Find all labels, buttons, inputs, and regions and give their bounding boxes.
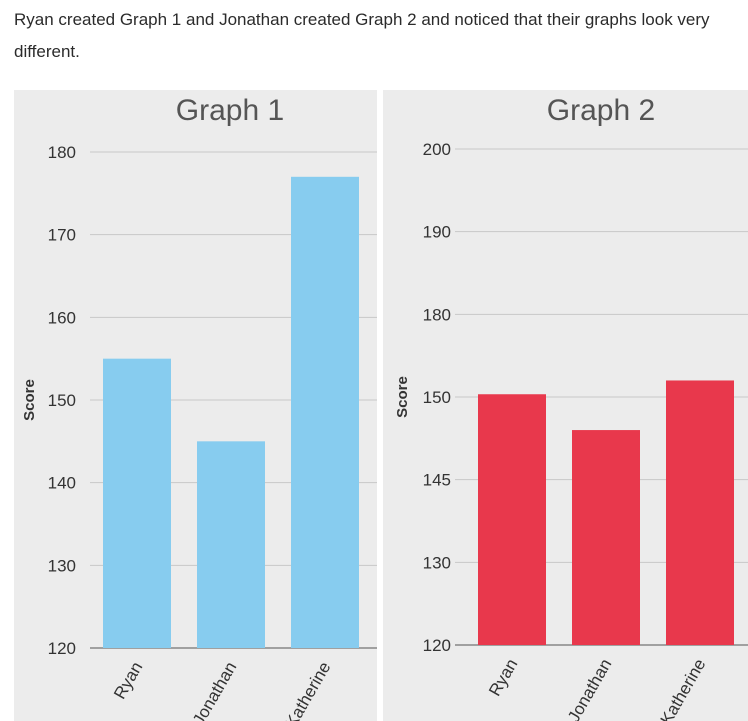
y-tick-label: 150 [423,388,451,407]
x-tick-label: Katherine [657,656,710,721]
y-tick-label: 130 [423,553,451,572]
y-tick-label: 150 [48,391,76,410]
y-axis-label: Score [21,379,38,421]
bar-jonathan [197,441,265,648]
y-axis-label: Score [394,376,411,418]
graph-1-panel: Graph 1 120 130 140 150 160 170 180 Score Ryan Jon… [14,90,377,721]
y-tick-label: 200 [423,140,451,159]
y-tick-label: 190 [423,223,451,242]
chart-title: Graph 2 [547,94,655,127]
y-tick-label: 170 [48,226,76,245]
x-tick-label: Ryan [110,659,146,703]
x-tick-label: Katherine [282,659,335,721]
bar-ryan [103,358,171,648]
y-tick-label: 160 [48,308,76,327]
graph-1-chart: Graph 1 120 130 140 150 160 170 180 Score Ryan Jon… [21,94,377,721]
bar-ryan [478,394,546,645]
x-tick-label: Jonathan [564,656,615,721]
y-tick-label: 120 [48,639,76,658]
y-tick-label: 180 [48,143,76,162]
y-tick-label: 140 [48,474,76,493]
y-tick-label: 145 [423,471,451,490]
graph-2-panel: Graph 2 120 130 145 150 180 190 200 Score Ryan Jon… [383,90,748,721]
y-tick-label: 120 [423,636,451,655]
bar-jonathan [572,430,640,645]
y-tick-label: 180 [423,305,451,324]
graph-2-chart: Graph 2 120 130 145 150 180 190 200 Score Ryan Jon… [394,94,748,721]
y-tick-label: 130 [48,556,76,575]
x-tick-label: Jonathan [189,659,240,721]
bar-katherine [291,176,359,649]
chart-title: Graph 1 [176,94,284,127]
bar-katherine [666,380,734,645]
intro-text: Ryan created Graph 1 and Jonathan create… [14,10,710,61]
x-tick-label: Ryan [485,656,521,700]
